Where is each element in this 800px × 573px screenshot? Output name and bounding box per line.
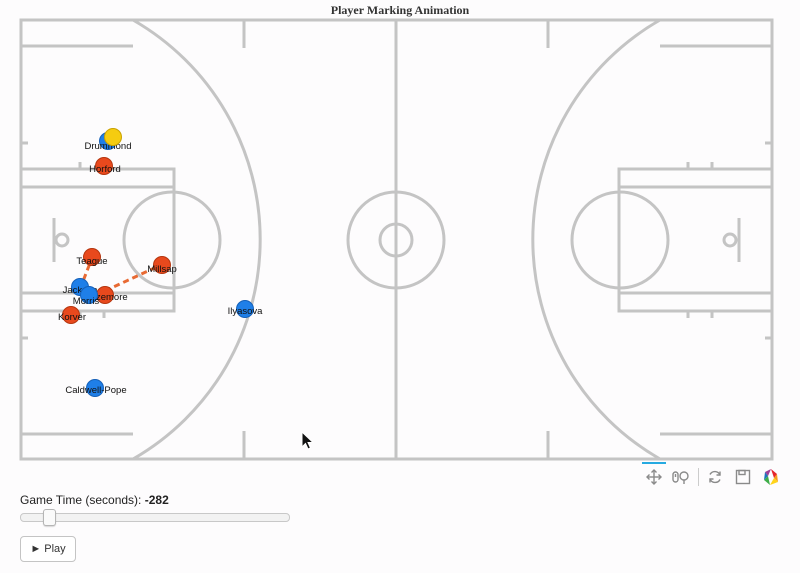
svg-text:Horford: Horford xyxy=(89,164,121,175)
player-morris: Morris xyxy=(73,286,100,307)
plot-toolbar xyxy=(640,462,785,492)
right-free-throw-circle xyxy=(570,190,670,290)
svg-text:Korver: Korver xyxy=(58,312,86,323)
game-time-label: Game Time (seconds): -282 xyxy=(20,493,169,507)
bokeh-logo-icon xyxy=(764,469,778,485)
move-arrows-icon xyxy=(646,469,662,485)
left-paint xyxy=(19,167,176,313)
game-time-slider[interactable] xyxy=(20,509,290,526)
svg-text:Ilyasova: Ilyasova xyxy=(228,306,264,317)
slider-handle[interactable] xyxy=(43,509,56,526)
mouse-cursor-icon xyxy=(301,430,315,450)
svg-text:Caldwell-Pope: Caldwell-Pope xyxy=(65,385,126,396)
player-horford: Horford xyxy=(89,157,121,175)
bokeh-logo-link[interactable] xyxy=(757,463,785,491)
reset-icon xyxy=(709,470,721,484)
svg-text:Teague: Teague xyxy=(76,256,107,267)
plot-title: Player Marking Animation xyxy=(330,3,470,17)
ball-marker xyxy=(104,128,122,146)
wheel-zoom-tool-button[interactable] xyxy=(668,463,696,491)
slider-title: Game Time (seconds): xyxy=(20,493,142,507)
center-circle-inner xyxy=(378,222,414,258)
svg-text:Jackson: Jackson xyxy=(63,285,98,296)
save-icon xyxy=(735,469,751,485)
right-rim xyxy=(722,232,738,248)
svg-text:Millsap: Millsap xyxy=(147,264,177,275)
wheel-zoom-icon xyxy=(672,471,689,484)
svg-text:Morris: Morris xyxy=(73,296,100,307)
reset-tool-button[interactable] xyxy=(701,463,729,491)
player-millsap: Millsap xyxy=(147,256,177,275)
left-rim xyxy=(54,232,70,248)
center-circle-outer xyxy=(346,190,446,290)
slider-value: -282 xyxy=(144,493,169,507)
right-paint xyxy=(617,167,774,313)
player-ilyasova: Ilyasova xyxy=(228,300,264,318)
court-lines xyxy=(19,18,774,461)
right-three-point-arc xyxy=(531,18,661,461)
player-caldwell-pope: Caldwell-Pope xyxy=(65,379,127,397)
toolbar-separator xyxy=(698,468,699,486)
player-korver: Korver xyxy=(58,306,86,324)
left-three-point-arc xyxy=(132,18,262,461)
svg-text:Drummond: Drummond xyxy=(85,141,132,152)
pan-tool-button[interactable] xyxy=(640,462,668,491)
save-tool-button[interactable] xyxy=(729,463,757,491)
svg-text:Bazemore: Bazemore xyxy=(84,292,127,303)
player-teague: Teague xyxy=(76,248,108,267)
basketball-court[interactable]: Drummond Horford Teague Millsap Jackson … xyxy=(0,0,800,462)
left-free-throw-circle xyxy=(122,190,222,290)
play-button[interactable]: ► Play xyxy=(20,536,76,562)
